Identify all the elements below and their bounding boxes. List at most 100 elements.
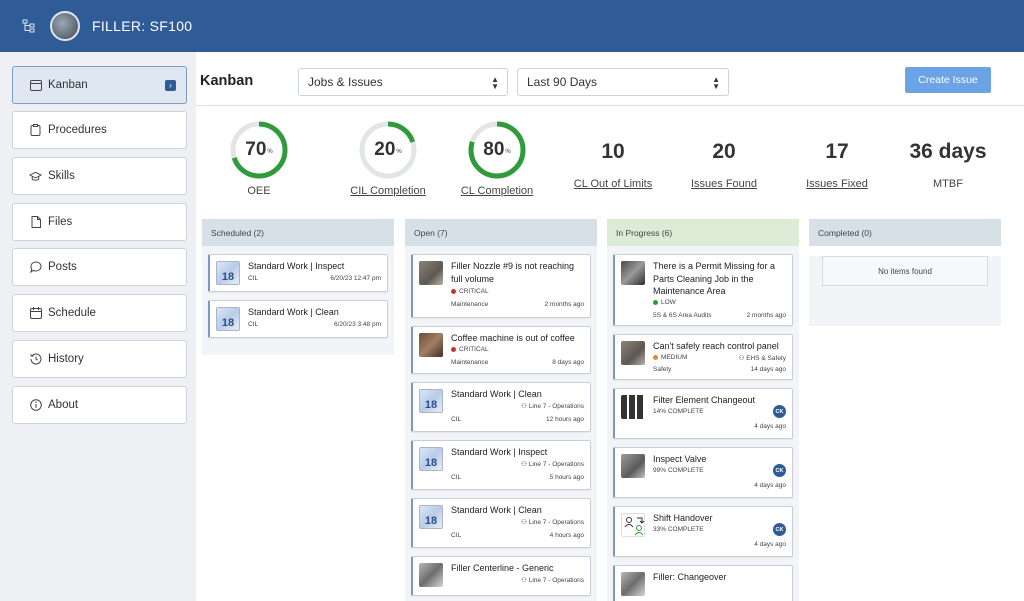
kanban-card[interactable]: Inspect Valve 99% COMPLETE CK 4 days ago bbox=[613, 447, 793, 498]
oee-gauge: 70% bbox=[229, 120, 289, 180]
card-time: 4 days ago bbox=[754, 541, 786, 548]
cl-completion-link[interactable]: CL Completion bbox=[460, 185, 534, 197]
info-icon bbox=[29, 399, 42, 412]
kanban-card[interactable]: Coffee machine is out of coffee CRITICAL… bbox=[411, 326, 591, 374]
metric-cl-completion[interactable]: 80% CL Completion bbox=[458, 120, 536, 197]
card-time: 4 hours ago bbox=[549, 532, 584, 539]
card-title: Filler Nozzle #9 is not reaching full vol… bbox=[451, 261, 575, 284]
card-title: Standard Work | Clean bbox=[451, 505, 542, 515]
card-title: Filter Element Changeout bbox=[653, 395, 756, 405]
standard-work-thumbnail: 18 bbox=[216, 261, 240, 285]
kanban-card[interactable]: Filter Element Changeout 14% COMPLETE CK… bbox=[613, 388, 793, 439]
cl-gauge: 80% bbox=[467, 120, 527, 180]
card-time: 12 hours ago bbox=[546, 416, 584, 423]
cil-completion-link[interactable]: CIL Completion bbox=[350, 185, 426, 197]
oee-value: 70 bbox=[245, 139, 267, 160]
card-time: 2 months ago bbox=[544, 301, 584, 308]
card-category: Safety bbox=[653, 366, 672, 373]
kanban-card[interactable]: There is a Permit Missing for a Parts Cle… bbox=[613, 254, 793, 326]
issues-found-value: 20 bbox=[712, 140, 736, 163]
column-header: In Progress (6) bbox=[607, 219, 799, 246]
graduation-cap-icon bbox=[29, 170, 42, 183]
critical-dot-icon bbox=[451, 288, 456, 294]
issue-photo-thumbnail bbox=[621, 341, 645, 365]
metric-oee: 70% OEE bbox=[227, 120, 291, 197]
handover-icon bbox=[621, 513, 645, 537]
kanban-card[interactable]: 18 Standard Work | Clean ⚇ Line 7 - Oper… bbox=[411, 382, 591, 432]
create-issue-button[interactable]: Create Issue bbox=[905, 67, 991, 93]
kanban-card[interactable]: Filler: Changeover bbox=[613, 565, 793, 601]
kanban-card[interactable]: 18 Standard Work | Inspect ⚇ Line 7 - Op… bbox=[411, 440, 591, 490]
kanban-icon bbox=[29, 79, 42, 92]
cl-unit: % bbox=[505, 148, 511, 155]
filter-range-value: Last 90 Days bbox=[527, 75, 598, 89]
card-title: Filler Centerline - Generic bbox=[451, 563, 554, 573]
main-panel: Kanban Jobs & Issues ▲ ▼ Last 90 Days ▲ ▼ … bbox=[196, 52, 1024, 601]
card-team: ⚇ Line 7 - Operations bbox=[521, 519, 584, 526]
card-team: ⚇ EHS & Safety bbox=[738, 355, 786, 362]
card-tag: CIL bbox=[248, 275, 259, 282]
standard-work-thumbnail: 18 bbox=[216, 307, 240, 331]
kanban-card[interactable]: Filler Centerline - Generic ⚇ Line 7 - O… bbox=[411, 556, 591, 596]
machine-photo-thumbnail bbox=[621, 572, 645, 596]
column-body: 18 Standard Work | Inspect CIL 6/20/23 1… bbox=[202, 246, 394, 355]
priority-badge: CRITICAL bbox=[451, 288, 489, 295]
card-time: 5 hours ago bbox=[549, 474, 584, 481]
filter-range-select[interactable]: Last 90 Days ▲ ▼ bbox=[517, 68, 729, 96]
cl-value: 80 bbox=[483, 139, 505, 160]
avatar[interactable] bbox=[50, 11, 80, 41]
column-body: No items found bbox=[809, 256, 1001, 326]
progress-text: 33% COMPLETE bbox=[653, 526, 704, 533]
card-tag: CIL bbox=[451, 474, 462, 481]
filter-photo-thumbnail bbox=[621, 395, 645, 419]
mtbf-value: 36 days bbox=[909, 140, 987, 163]
issue-photo-thumbnail bbox=[621, 261, 645, 285]
kanban-card[interactable]: Shift Handover 33% COMPLETE CK 4 days ag… bbox=[613, 506, 793, 557]
issues-fixed-link[interactable]: Issues Fixed bbox=[806, 178, 868, 190]
kanban-card[interactable]: 18 Standard Work | Clean ⚇ Line 7 - Oper… bbox=[411, 498, 591, 548]
clipboard-icon bbox=[29, 124, 42, 137]
card-time: 8 days ago bbox=[552, 359, 584, 366]
kanban-card[interactable]: Can't safely reach control panel MEDIUM … bbox=[613, 334, 793, 380]
sidebar-item-files[interactable]: Files bbox=[12, 203, 187, 241]
sort-caret-icon: ▲ ▼ bbox=[712, 75, 720, 91]
cil-unit: % bbox=[396, 148, 402, 155]
sidebar-item-history[interactable]: History bbox=[12, 340, 187, 378]
standard-work-thumbnail: 18 bbox=[419, 505, 443, 529]
filter-type-select[interactable]: Jobs & Issues ▲ ▼ bbox=[298, 68, 508, 96]
card-tag: CIL bbox=[248, 321, 259, 328]
issues-fixed-value: 17 bbox=[825, 140, 849, 163]
standard-work-thumbnail: 18 bbox=[419, 389, 443, 413]
kanban-card[interactable]: Filler Nozzle #9 is not reaching full vol… bbox=[411, 254, 591, 318]
metric-issues-fixed[interactable]: 17 Issues Fixed bbox=[800, 120, 874, 190]
issues-found-link[interactable]: Issues Found bbox=[690, 178, 758, 190]
metric-cil-completion[interactable]: 20% CIL Completion bbox=[346, 120, 430, 197]
kanban-card[interactable]: 18 Standard Work | Clean CIL 6/20/23 3:4… bbox=[208, 300, 388, 338]
sidebar-item-label: About bbox=[48, 399, 79, 411]
page-title: Kanban bbox=[200, 73, 254, 89]
out-of-limits-value: 10 bbox=[601, 140, 625, 163]
metric-issues-found[interactable]: 20 Issues Found bbox=[684, 120, 764, 190]
sidebar-item-procedures[interactable]: Procedures bbox=[12, 111, 187, 149]
priority-badge: LOW bbox=[653, 299, 676, 306]
sidebar-item-posts[interactable]: Posts bbox=[12, 248, 187, 286]
column-header: Open (7) bbox=[405, 219, 597, 246]
out-of-limits-link[interactable]: CL Out of Limits bbox=[573, 178, 653, 190]
column-header: Completed (0) bbox=[809, 219, 1001, 246]
sidebar-item-schedule[interactable]: Schedule bbox=[12, 294, 187, 332]
kanban-card[interactable]: 18 Standard Work | Inspect CIL 6/20/23 1… bbox=[208, 254, 388, 292]
priority-badge: MEDIUM bbox=[653, 354, 687, 361]
column-completed: Completed (0) No items found bbox=[809, 219, 1001, 326]
team-icon: ⚇ bbox=[738, 355, 747, 362]
card-title: Filler: Changeover bbox=[653, 572, 727, 582]
sidebar-item-skills[interactable]: Skills bbox=[12, 157, 187, 195]
calendar-icon bbox=[29, 307, 42, 320]
card-title: Can't safely reach control panel bbox=[653, 341, 779, 351]
tree-structure-icon[interactable] bbox=[20, 17, 38, 35]
metric-out-of-limits[interactable]: 10 CL Out of Limits bbox=[566, 120, 660, 190]
sidebar-item-kanban[interactable]: Kanban › bbox=[12, 66, 187, 104]
oee-label: OEE bbox=[247, 185, 271, 197]
sidebar-item-about[interactable]: About bbox=[12, 386, 187, 424]
sort-caret-icon: ▲ ▼ bbox=[491, 75, 499, 91]
card-category: 5S & 6S Area Audits bbox=[653, 312, 712, 319]
